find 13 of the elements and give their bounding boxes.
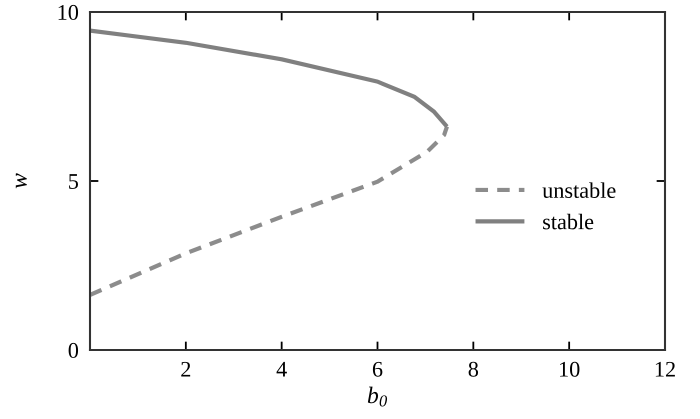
- y-tick-label: 0: [68, 342, 78, 358]
- x-axis-title: b$_{0}$: [368, 386, 388, 406]
- x-tick-label: 10: [560, 362, 580, 377]
- x-tick-label: 4: [276, 362, 287, 377]
- x-tick-label: 6: [372, 362, 382, 377]
- y-axis-title: w: [16, 173, 27, 188]
- legend-label: stable: [543, 214, 594, 230]
- y-tick-label: 10: [58, 4, 78, 20]
- x-tick-label: 2: [181, 362, 190, 377]
- legend-label: unstable: [542, 182, 616, 198]
- x-tick-label: 12: [656, 362, 675, 377]
- y-tick-label: 5: [69, 174, 78, 189]
- x-tick-label: 8: [468, 362, 478, 377]
